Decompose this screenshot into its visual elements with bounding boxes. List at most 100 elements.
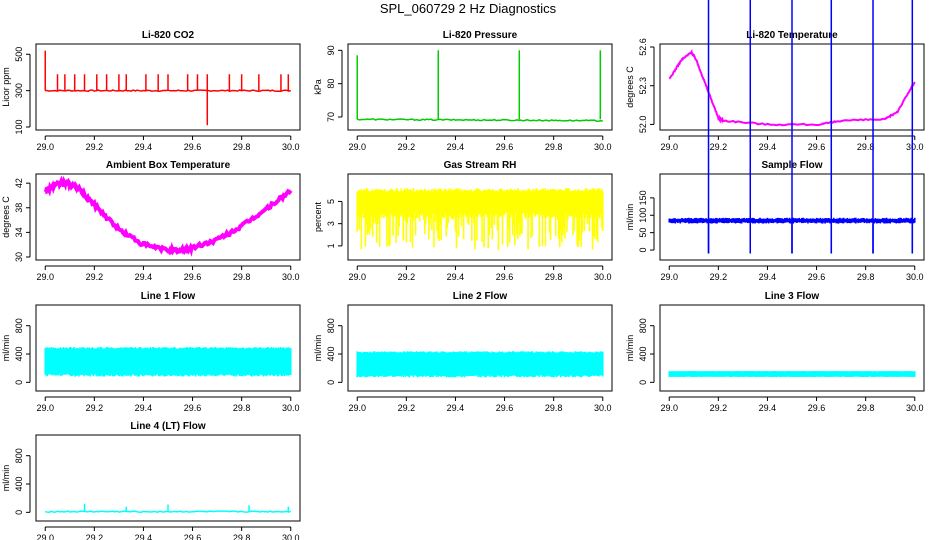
x-tick-label: 30.0	[594, 272, 612, 282]
x-tick-label: 29.0	[36, 403, 54, 413]
x-tick-label: 30.0	[906, 272, 924, 282]
x-tick-label: 29.2	[86, 272, 104, 282]
series-line	[356, 118, 603, 122]
y-tick-label: 400	[14, 347, 24, 362]
x-tick-label: 29.2	[86, 403, 104, 413]
y-tick-label: 52.0	[638, 116, 648, 134]
y-tick-label: 42	[14, 178, 24, 188]
x-tick-label: 29.2	[86, 533, 104, 540]
x-tick-label: 29.0	[660, 403, 678, 413]
x-tick-label: 30.0	[282, 142, 300, 152]
x-tick-label: 29.4	[447, 142, 465, 152]
x-tick-label: 29.2	[398, 142, 416, 152]
x-tick-label: 29.8	[233, 533, 251, 540]
x-tick-label: 29.8	[233, 142, 251, 152]
chart-line3: Line 3 Flow 29.0 29.2 29.4 29.6 29.8 30.0 0 400 8…	[625, 291, 925, 413]
y-tick-label: 1	[326, 243, 336, 248]
x-tick-label: 29.4	[135, 142, 153, 152]
y-tick-label: 100	[14, 119, 24, 134]
y-axis-label: degrees C	[1, 196, 11, 238]
x-tick-label: 29.2	[710, 142, 728, 152]
x-tick-label: 29.8	[233, 403, 251, 413]
plot-frame	[659, 304, 925, 392]
plot-frame	[347, 43, 613, 131]
x-tick-label: 30.0	[906, 403, 924, 413]
x-tick-label: 29.2	[398, 272, 416, 282]
y-tick-label: 150	[638, 190, 648, 205]
y-tick-label: 400	[326, 347, 336, 362]
x-tick-label: 29.4	[759, 403, 777, 413]
chart-title: Gas Stream RH	[444, 160, 517, 171]
y-axis-label: ml/min	[313, 335, 323, 362]
y-tick-label: 34	[14, 227, 24, 237]
x-tick-label: 29.6	[184, 142, 202, 152]
x-tick-label: 29.4	[135, 272, 153, 282]
x-tick-label: 29.6	[184, 272, 202, 282]
chart-title: Ambient Box Temperature	[106, 160, 231, 171]
x-tick-label: 29.4	[447, 272, 465, 282]
y-axis-label: ml/min	[1, 465, 11, 492]
x-tick-label: 29.4	[135, 403, 153, 413]
x-tick-label: 29.8	[857, 142, 875, 152]
plot-frame	[35, 304, 301, 392]
chart-co2: Li-820 CO2 29.0 29.2 29.4 29.6 29.8 30.0 100 300…	[1, 30, 301, 152]
y-tick-label: 3	[326, 221, 336, 226]
y-axis-label: degrees C	[625, 66, 635, 108]
x-tick-label: 29.2	[710, 403, 728, 413]
x-tick-label: 29.0	[348, 142, 366, 152]
x-tick-label: 29.2	[86, 142, 104, 152]
y-tick-label: 38	[14, 203, 24, 213]
chart-line2: Line 2 Flow 29.0 29.2 29.4 29.6 29.8 30.0 0 400 8…	[313, 291, 613, 413]
y-tick-label: 400	[14, 477, 24, 492]
y-tick-label: 400	[638, 347, 648, 362]
y-tick-label: 30	[14, 252, 24, 262]
y-axis-label: percent	[313, 201, 323, 232]
x-tick-label: 29.4	[759, 272, 777, 282]
plot-frame	[347, 304, 613, 392]
x-tick-label: 29.0	[660, 272, 678, 282]
x-tick-label: 29.8	[545, 142, 563, 152]
y-tick-label: 70	[326, 112, 336, 122]
x-tick-label: 29.8	[545, 403, 563, 413]
y-tick-label: 800	[326, 318, 336, 333]
plot-frame	[35, 173, 301, 261]
chart-title: Line 4 (LT) Flow	[130, 421, 206, 432]
x-tick-label: 29.0	[348, 403, 366, 413]
y-tick-label: 90	[326, 45, 336, 55]
x-tick-label: 29.0	[36, 142, 54, 152]
chart-title: Line 1 Flow	[141, 291, 196, 302]
x-tick-label: 29.4	[759, 142, 777, 152]
plot-frame	[35, 43, 301, 131]
x-tick-label: 29.8	[857, 403, 875, 413]
series-line	[43, 175, 293, 257]
y-axis-label: Licor ppm	[1, 67, 11, 107]
x-tick-label: 29.2	[710, 272, 728, 282]
chart-pressure: Li-820 Pressure 29.0 29.2 29.4 29.6 29.8 30.0 7…	[313, 30, 613, 152]
chart-title: Li-820 Pressure	[443, 30, 518, 41]
x-tick-label: 29.6	[184, 533, 202, 540]
y-tick-label: 52.6	[638, 38, 648, 56]
x-tick-label: 29.8	[857, 272, 875, 282]
series-line	[668, 49, 916, 127]
y-tick-label: 0	[638, 380, 648, 385]
y-tick-label: 52.3	[638, 77, 648, 95]
x-tick-label: 29.4	[447, 403, 465, 413]
x-tick-label: 29.6	[808, 142, 826, 152]
chart-rh: Gas Stream RH 29.0 29.2 29.4 29.6 29.8 30.0 1 3 5…	[313, 160, 613, 282]
y-axis-label: ml/min	[625, 335, 635, 362]
y-tick-label: 0	[14, 510, 24, 515]
x-tick-label: 30.0	[282, 533, 300, 540]
chart-title: Line 2 Flow	[453, 291, 508, 302]
x-tick-label: 29.6	[496, 272, 514, 282]
y-axis-label: kPa	[313, 79, 323, 95]
x-tick-label: 29.6	[496, 403, 514, 413]
page-title: SPL_060729 2 Hz Diagnostics	[379, 1, 557, 16]
x-tick-label: 29.6	[808, 272, 826, 282]
y-axis-label: ml/min	[625, 204, 635, 231]
plot-frame	[347, 173, 613, 261]
chart-title: Li-820 CO2	[142, 30, 195, 41]
x-tick-label: 30.0	[282, 272, 300, 282]
